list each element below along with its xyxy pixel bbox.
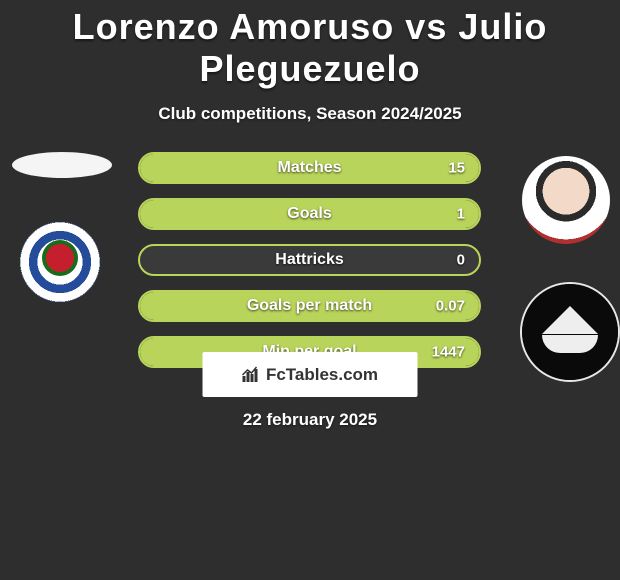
watermark-text: FcTables.com <box>266 365 378 385</box>
club-left-badge <box>20 222 100 302</box>
metric-value-right: 1 <box>457 206 465 223</box>
metric-value-right: 1447 <box>432 344 465 361</box>
page-title: Lorenzo Amoruso vs Julio Pleguezuelo <box>0 0 620 90</box>
player-face-icon <box>522 156 610 244</box>
metric-row: Goals 1 <box>138 198 481 230</box>
watermark: FcTables.com <box>203 352 418 397</box>
club-right-badge <box>520 282 620 382</box>
player-right-avatar <box>522 156 610 244</box>
metric-label: Goals <box>287 205 331 223</box>
plymouth-argyle-icon <box>522 284 618 380</box>
metric-label: Matches <box>277 159 341 177</box>
metric-row: Matches 15 <box>138 152 481 184</box>
metric-value-right: 0.07 <box>436 298 465 315</box>
metrics-list: Matches 15 Goals 1 Hattricks 0 Goals per… <box>138 152 481 382</box>
metric-value-right: 0 <box>457 252 465 269</box>
metric-value-right: 15 <box>448 160 465 177</box>
player-left-avatar <box>12 152 112 178</box>
rose-icon <box>42 240 78 276</box>
blackburn-rovers-icon <box>20 222 100 302</box>
metric-row: Goals per match 0.07 <box>138 290 481 322</box>
ship-sail-icon <box>542 306 598 334</box>
metric-label: Goals per match <box>247 297 372 315</box>
ship-hull-icon <box>542 335 598 353</box>
bar-chart-icon <box>242 366 262 384</box>
metric-label: Hattricks <box>275 251 343 269</box>
date-text: 22 february 2025 <box>0 410 620 430</box>
page-subtitle: Club competitions, Season 2024/2025 <box>0 104 620 124</box>
metric-row: Hattricks 0 <box>138 244 481 276</box>
comparison-infographic: Lorenzo Amoruso vs Julio Pleguezuelo Clu… <box>0 0 620 580</box>
